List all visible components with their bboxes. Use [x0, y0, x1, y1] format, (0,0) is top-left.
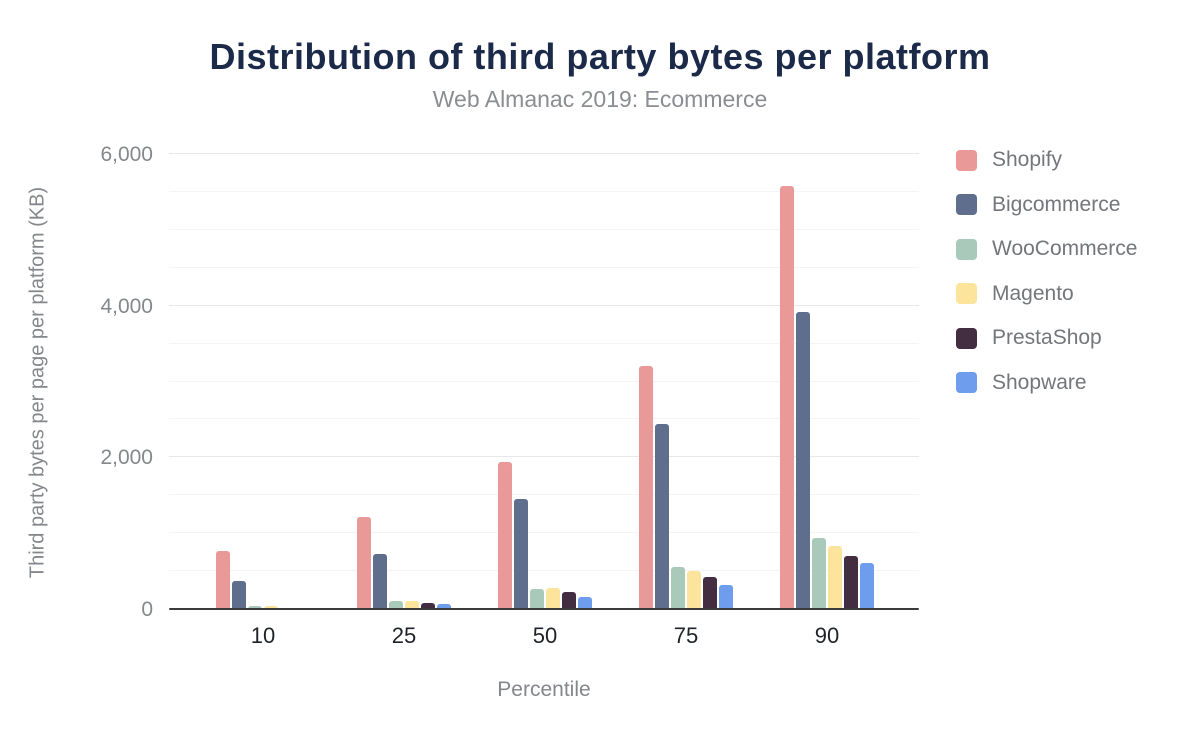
bar-group-90 — [780, 154, 874, 609]
legend-label-prestashop: PrestaShop — [992, 326, 1102, 349]
legend-label-bigcommerce: Bigcommerce — [992, 192, 1121, 216]
bar-woocommerce-p75[interactable] — [671, 567, 685, 609]
bar-bigcommerce-p75[interactable] — [655, 424, 669, 609]
legend-swatch-woocommerce — [956, 238, 977, 260]
bar-woocommerce-p25[interactable] — [389, 601, 403, 609]
bar-shopify-p75[interactable] — [639, 366, 653, 609]
legend-item-bigcommerce: Bigcommerce — [956, 192, 1137, 216]
major-gridline-6000 — [169, 153, 919, 154]
bar-woocommerce-p50[interactable] — [530, 589, 544, 609]
y-axis-title: Third party bytes per page per platform … — [26, 186, 49, 579]
legend-item-magento: Magento — [956, 281, 1137, 305]
legend-item-shopware: Shopware — [956, 370, 1137, 394]
legend-label-woocommerce: WooCommerce — [992, 237, 1138, 260]
minor-gridline-3000 — [169, 380, 919, 382]
chart-title: Distribution of third party bytes per pl… — [209, 36, 991, 77]
bar-prestashop-p25[interactable] — [421, 603, 435, 609]
bar-group-10 — [216, 154, 310, 609]
x-tick-label-90: 90 — [814, 623, 840, 648]
bar-shopware-p50[interactable] — [578, 597, 592, 609]
legend-swatch-prestashop — [956, 327, 977, 349]
bar-prestashop-p90[interactable] — [844, 556, 858, 609]
legend-label-shopware: Shopware — [992, 370, 1087, 394]
bar-magento-p75[interactable] — [687, 571, 701, 609]
bar-shopify-p10[interactable] — [216, 551, 230, 609]
x-axis-title: Percentile — [497, 678, 591, 701]
bar-shopify-p25[interactable] — [357, 517, 371, 609]
major-gridline-2000 — [169, 456, 919, 458]
bar-prestashop-p75[interactable] — [703, 577, 717, 609]
legend-swatch-bigcommerce — [956, 194, 977, 215]
bar-group-50 — [498, 154, 592, 609]
bar-magento-p25[interactable] — [405, 601, 419, 609]
bar-shopify-p90[interactable] — [780, 186, 794, 609]
y-tick-label-2000: 2,000 — [100, 446, 153, 470]
minor-gridline-5500 — [169, 190, 919, 192]
minor-gridline-1000 — [169, 532, 919, 534]
bar-bigcommerce-p25[interactable] — [373, 554, 387, 609]
bar-woocommerce-p90[interactable] — [812, 538, 826, 609]
legend: Shopify Bigcommerce WooCommerce Magento Pres… — [956, 148, 1138, 416]
legend-item-woocommerce: WooCommerce — [956, 237, 1138, 260]
minor-gridline-500 — [169, 570, 919, 572]
bar-shopify-p50[interactable] — [498, 462, 512, 609]
bar-magento-p90[interactable] — [828, 546, 842, 609]
bar-group-75 — [639, 154, 733, 609]
y-tick-label-4000: 4,000 — [100, 294, 153, 318]
legend-label-magento: Magento — [992, 281, 1074, 305]
y-tick-label-0: 0 — [141, 598, 153, 621]
minor-gridline-1500 — [169, 494, 919, 496]
bar-group-25 — [357, 154, 451, 609]
x-tick-label-25: 25 — [391, 623, 417, 648]
bar-shopware-p75[interactable] — [719, 585, 733, 609]
plot-area — [169, 153, 919, 609]
x-tick-label-10: 10 — [250, 623, 276, 648]
chart-subtitle: Web Almanac 2019: Ecommerce — [432, 86, 768, 112]
bar-bigcommerce-p90[interactable] — [796, 312, 810, 609]
minor-gridline-4500 — [169, 266, 919, 268]
legend-swatch-shopware — [956, 372, 977, 393]
y-tick-label-6000: 6,000 — [100, 143, 153, 166]
legend-swatch-shopify — [956, 149, 977, 171]
bar-shopware-p90[interactable] — [860, 563, 874, 609]
minor-gridline-2500 — [169, 418, 919, 420]
legend-swatch-magento — [956, 283, 977, 304]
legend-item-shopify: Shopify — [956, 148, 1137, 171]
bar-bigcommerce-p50[interactable] — [514, 499, 528, 609]
minor-gridline-3500 — [169, 342, 919, 344]
bar-shopware-p25[interactable] — [437, 604, 451, 609]
x-axis-line — [169, 607, 919, 610]
bar-bigcommerce-p10[interactable] — [232, 581, 246, 609]
bar-magento-p50[interactable] — [546, 588, 560, 609]
minor-gridline-5000 — [169, 228, 919, 230]
bar-prestashop-p50[interactable] — [562, 592, 576, 609]
major-gridline-4000 — [169, 304, 919, 306]
x-tick-label-75: 75 — [673, 623, 699, 648]
x-tick-label-50: 50 — [532, 623, 558, 648]
legend-item-prestashop: PrestaShop — [956, 326, 1137, 349]
legend-label-shopify: Shopify — [992, 148, 1063, 171]
